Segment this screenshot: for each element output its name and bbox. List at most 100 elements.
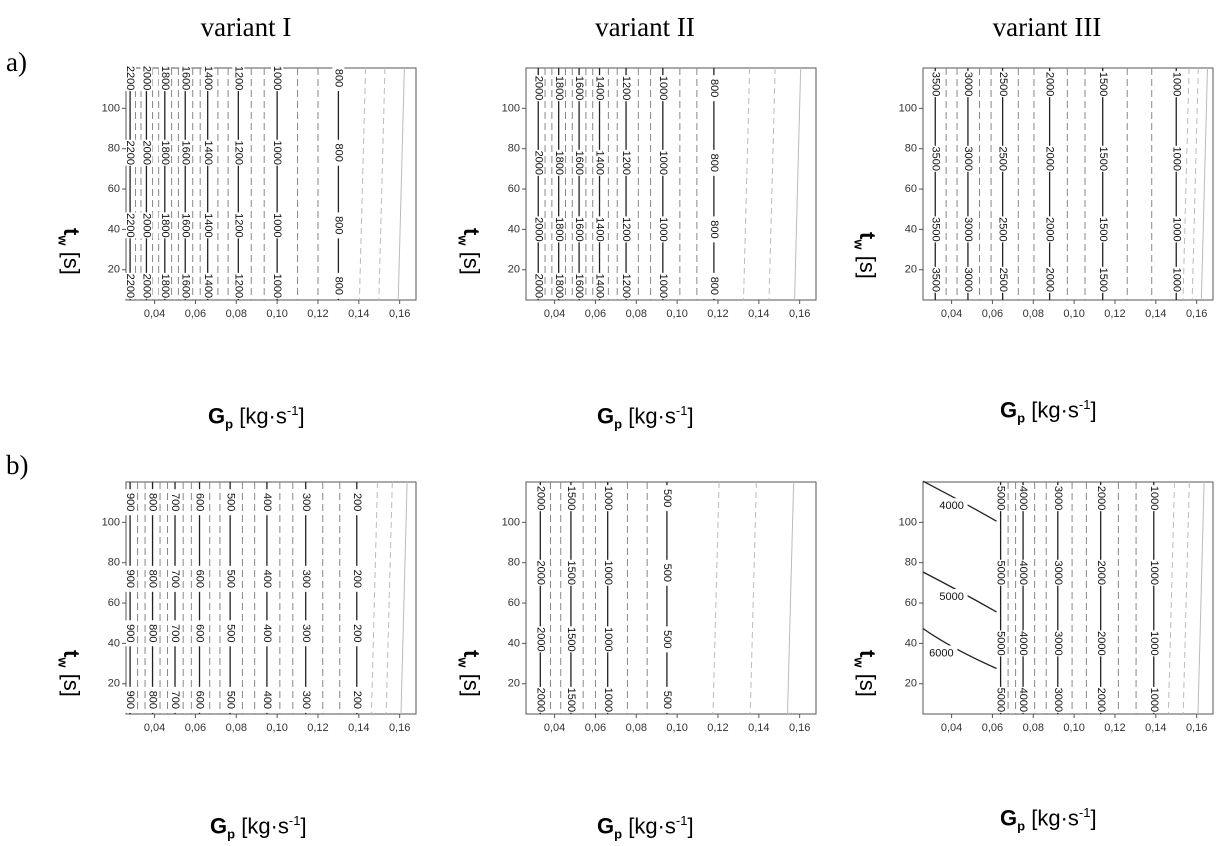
contour-label-bg	[660, 626, 673, 653]
contour-label: 800	[147, 493, 159, 511]
y-tick-label: 60	[905, 597, 917, 609]
x-axis-label: Gp [kg·s-1]	[597, 813, 694, 842]
contour-label-bg	[573, 75, 586, 102]
contour-label: 1500	[1097, 72, 1109, 96]
y-axis-label: tw [s]	[55, 650, 84, 697]
y-tick-label: 80	[108, 143, 120, 155]
contour-label: 3000	[962, 72, 974, 96]
x-tick-label: 0,12	[307, 722, 328, 734]
contour-label: 3500	[929, 217, 941, 241]
contour-label-bg	[564, 485, 577, 512]
contour-label-bg	[232, 139, 245, 166]
contour-label: 5000	[995, 486, 1007, 510]
contour-label: 4000	[1017, 631, 1029, 655]
minor-contour-line	[749, 481, 757, 715]
contour-label-bg	[929, 266, 942, 293]
y-tick-label: 20	[108, 678, 120, 690]
contour-label-bg	[193, 565, 206, 592]
x-tick-label: 0,08	[1023, 722, 1044, 734]
contour-label-bg	[994, 559, 1007, 586]
contour-label: 1200	[232, 140, 244, 164]
contour-label: 2000	[532, 217, 544, 241]
x-tick-label: 0,06	[585, 308, 606, 320]
contour-label: 2000	[141, 140, 153, 164]
contour-label-bg	[1043, 266, 1056, 293]
contour-label-bg	[1051, 686, 1064, 713]
contour-label-bg	[232, 272, 245, 299]
contour-label-bg	[193, 489, 206, 516]
contour-label: 1400	[594, 151, 606, 175]
contour-label-bg	[271, 139, 284, 166]
y-axis-label: tw [s]	[851, 650, 880, 697]
y-tick-label: 80	[905, 143, 917, 155]
x-tick-label: 0,12	[707, 722, 728, 734]
minor-contour-line	[743, 67, 751, 301]
x-tick-label: 0,14	[1145, 308, 1166, 320]
contour-label-bg	[552, 75, 565, 102]
contour-label: 800	[147, 691, 159, 709]
contour-label: 1000	[1170, 268, 1182, 292]
contour-label: 300	[300, 624, 312, 642]
contour-label: 1200	[620, 217, 632, 241]
y-tick-label: 40	[905, 223, 917, 235]
contour-label: 300	[300, 493, 312, 511]
contour-label: 700	[169, 691, 181, 709]
contour-label-bg	[271, 65, 284, 92]
contour-label-bg	[1043, 145, 1056, 172]
contour-label-bg	[552, 149, 565, 176]
contour-label: 2000	[141, 213, 153, 237]
contour-label-bg	[935, 498, 968, 515]
x-tick-label: 0,08	[226, 308, 247, 320]
x-tick-label: 0,16	[1186, 722, 1207, 734]
panel-b-variant-3: 5000 5000 5000 5000 4000 4000 4000 4000 3000 3000…	[899, 478, 1215, 738]
x-axis-label: Gp [kg·s-1]	[210, 813, 307, 842]
contour-label-bg	[224, 620, 237, 647]
contour-label-bg	[1147, 485, 1160, 512]
contour-label: 500	[661, 564, 673, 582]
contour-label: 800	[332, 216, 344, 234]
contour-label-bg	[1017, 686, 1030, 713]
minor-contour-line	[385, 481, 393, 715]
contour-label: 1400	[594, 274, 606, 298]
contour-label: 3500	[929, 268, 941, 292]
contour-label: 1600	[179, 140, 191, 164]
contour-label: 1600	[179, 66, 191, 90]
contour-label: 2500	[997, 147, 1009, 171]
contour-label-bg	[332, 139, 345, 166]
contour-label-bg	[961, 266, 974, 293]
contour-label: 900	[124, 624, 136, 642]
contour-label-bg	[994, 630, 1007, 657]
x-tick-label: 0,14	[348, 308, 369, 320]
contour-label: 5000	[995, 688, 1007, 712]
contour-label: 600	[194, 493, 206, 511]
contour-label: 2000	[534, 486, 546, 510]
contour-label: 2500	[997, 268, 1009, 292]
contour-label-bg	[1096, 216, 1109, 243]
contour-label: 800	[147, 624, 159, 642]
contour-label-bg	[573, 272, 586, 299]
contour-label-bg	[232, 65, 245, 92]
contour-label-bg	[124, 139, 137, 166]
y-tick-label: 60	[508, 183, 520, 195]
contour-label-bg	[1094, 630, 1107, 657]
panel-a-variant-2: 2000 2000 2000 2000 1800 1800 1800 1800 1600 1600…	[502, 64, 818, 324]
x-tick-label: 0,04	[941, 722, 962, 734]
plot-frame	[525, 67, 817, 301]
contour-label: 2000	[1095, 688, 1107, 712]
contour-label-bg	[193, 686, 206, 713]
contour-label-bg	[929, 145, 942, 172]
contour-label-bg	[332, 212, 345, 239]
contour-label: 200	[351, 691, 363, 709]
y-tick-label: 100	[102, 102, 120, 114]
x-tick-label: 0,04	[544, 722, 565, 734]
contour-label-bg	[534, 559, 547, 586]
y-tick-label: 20	[905, 678, 917, 690]
contour-label: 4000	[1017, 561, 1029, 585]
plot-frame	[125, 67, 417, 301]
contour-label-bg	[552, 272, 565, 299]
contour-label-bg	[532, 272, 545, 299]
contour-label-bg	[564, 626, 577, 653]
contour-label: 1000	[1170, 72, 1182, 96]
contour-label: 900	[124, 493, 136, 511]
contour-label-bg	[271, 272, 284, 299]
